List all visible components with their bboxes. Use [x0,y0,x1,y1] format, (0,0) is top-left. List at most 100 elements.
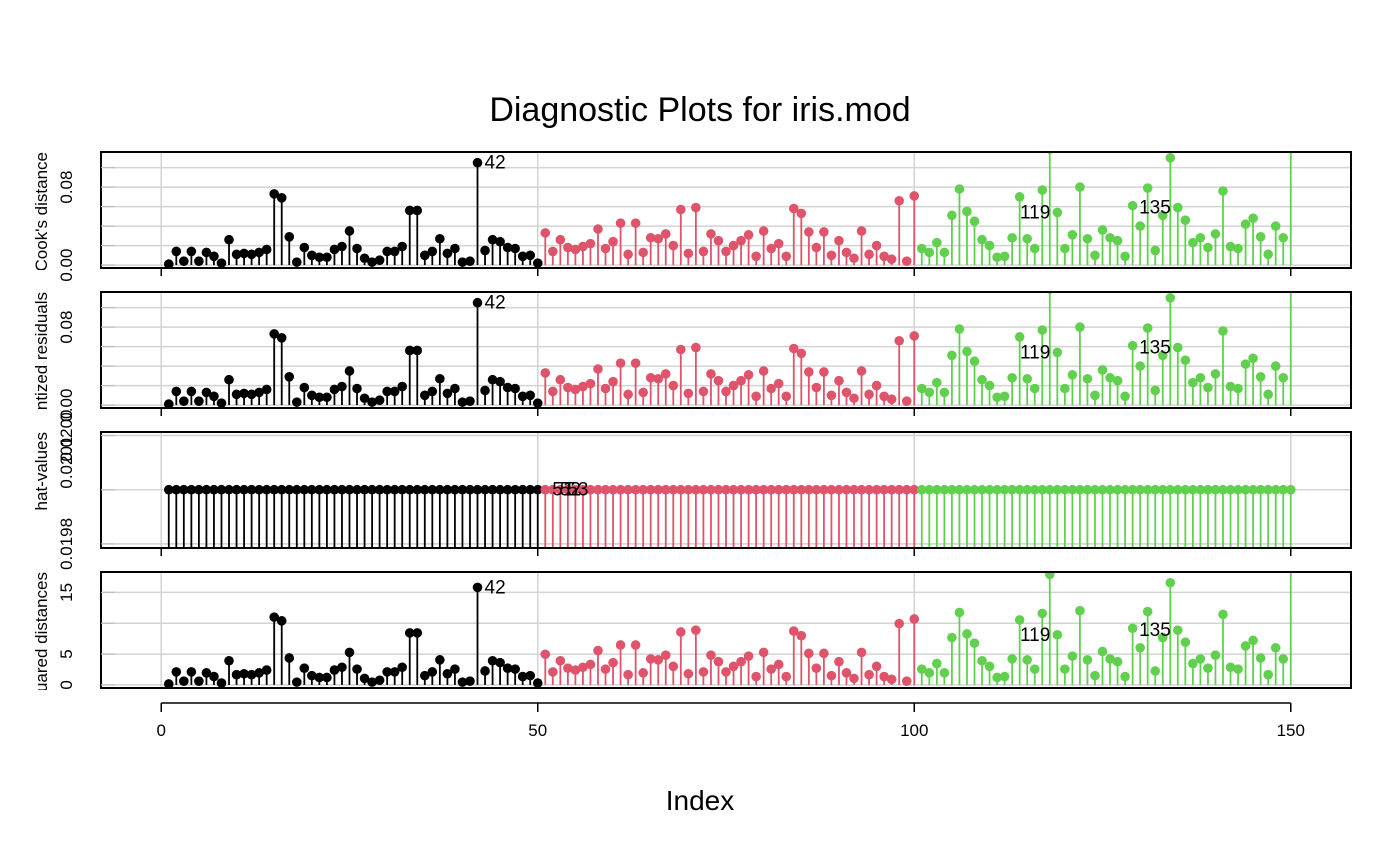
data-point [1285,484,1296,495]
data-point [276,333,287,343]
y-axis-label: hat-values [32,432,51,510]
data-point [276,616,287,626]
data-point [510,664,520,674]
data-point [1278,232,1289,243]
data-point [1007,654,1017,664]
data-point [984,484,995,495]
data-point [540,484,551,495]
panel-frame [100,151,1352,269]
data-point [487,234,498,245]
data-point [299,382,310,393]
data-point [939,387,950,398]
point-label-119: 119 [1020,342,1050,363]
data-point [1075,484,1085,495]
data-point [337,381,347,392]
y-tick-label: 0.0201 [57,437,76,489]
data-point [826,484,837,495]
data-point [1120,671,1130,682]
data-point [179,484,189,495]
data-point [532,484,543,495]
data-point [563,484,573,495]
data-point [796,630,807,641]
data-point [728,380,739,391]
data-point [698,246,709,257]
data-point [660,650,671,660]
data-point [1097,365,1108,375]
data-point [962,206,972,217]
data-point [653,233,664,244]
data-point [645,484,656,495]
data-point [337,662,347,673]
data-point [261,384,272,395]
data-point [1240,484,1251,495]
data-point [224,655,234,666]
data-point [1218,326,1228,336]
x-tick-label: 0 [157,721,166,740]
data-point [804,648,814,659]
data-point [472,157,483,168]
data-point [1195,232,1206,243]
data-point [374,484,385,495]
data-point [291,484,302,495]
data-point [1233,484,1243,495]
data-point [269,189,279,199]
data-point [419,250,430,261]
data-point [427,667,438,677]
data-point [1150,245,1161,256]
data-point [864,249,874,260]
data-point [608,376,618,387]
data-point [404,484,415,495]
data-point [834,656,844,667]
data-point [1067,484,1078,495]
data-point [517,391,528,402]
data-point [676,204,686,215]
data-point [563,242,573,253]
data-point [435,484,445,495]
data-point [788,203,799,214]
data-point [864,389,874,400]
data-point [871,484,882,495]
data-point [1127,623,1138,634]
data-point [224,484,234,495]
point-label-135: 135 [1139,338,1171,359]
data-point [706,650,716,660]
data-point [1263,249,1273,260]
data-point [1203,242,1213,253]
data-point [540,368,551,378]
data-point [397,241,408,252]
data-point [194,256,204,266]
data-point [329,665,340,675]
data-point [578,662,588,673]
data-point [1286,0,1296,5]
data-point [194,676,204,687]
data-point [472,484,483,495]
data-point [254,387,264,398]
data-point [419,390,430,401]
data-point [1022,233,1033,244]
y-tick-label: 5 [57,649,76,658]
data-point [1105,484,1115,495]
data-point [1082,484,1093,495]
data-point [179,676,189,687]
data-point [600,664,611,674]
data-point [359,484,370,495]
data-point [284,653,295,663]
data-point [261,484,272,495]
data-point [721,246,731,257]
data-point [480,484,490,495]
data-point [593,224,603,234]
data-point [427,484,438,495]
data-point [1052,347,1063,358]
data-point [1060,664,1070,674]
data-point [1225,241,1236,252]
data-point [1029,484,1040,495]
y-axis-label: Studentized residuals [32,292,51,455]
data-point [502,382,513,393]
data-point [901,676,912,687]
data-point [676,344,686,355]
data-point [743,370,754,380]
data-point [849,484,859,495]
data-point [246,389,257,400]
data-point [465,256,475,266]
